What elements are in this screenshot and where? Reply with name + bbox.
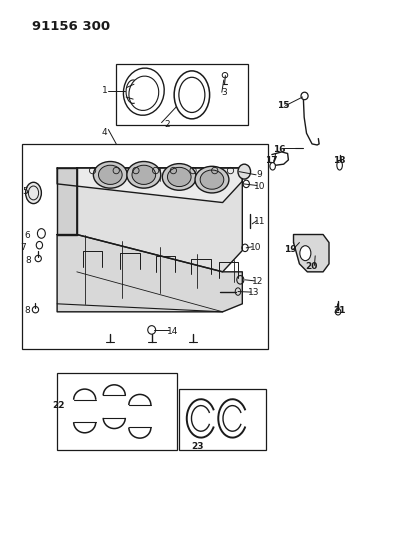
Text: 8: 8 [26, 256, 31, 264]
Text: 17: 17 [265, 157, 277, 165]
Text: 20: 20 [305, 262, 318, 271]
Text: 23: 23 [191, 442, 204, 451]
Text: 7: 7 [20, 244, 26, 252]
Text: 19: 19 [284, 245, 297, 254]
Text: 6: 6 [24, 231, 30, 240]
Polygon shape [294, 235, 329, 272]
Text: 9: 9 [256, 171, 262, 179]
Polygon shape [57, 168, 77, 235]
Ellipse shape [98, 165, 122, 184]
Text: 22: 22 [52, 401, 65, 409]
Ellipse shape [238, 164, 251, 179]
Text: 5: 5 [23, 188, 28, 196]
Text: 1: 1 [102, 86, 107, 95]
Bar [179, 389, 266, 450]
Polygon shape [57, 168, 242, 203]
Polygon shape [57, 235, 242, 312]
Ellipse shape [93, 161, 127, 188]
Ellipse shape [270, 163, 275, 170]
Text: 4: 4 [102, 128, 107, 136]
Ellipse shape [127, 161, 161, 188]
Text: 16: 16 [273, 145, 286, 154]
Text: 91156 300: 91156 300 [32, 20, 110, 33]
Bar [22, 144, 268, 349]
Ellipse shape [195, 166, 229, 193]
Ellipse shape [162, 164, 196, 190]
Text: 14: 14 [167, 327, 178, 336]
Ellipse shape [300, 246, 311, 261]
Ellipse shape [337, 160, 342, 170]
Text: 10: 10 [249, 243, 261, 252]
Ellipse shape [132, 165, 156, 184]
Ellipse shape [301, 92, 308, 100]
Text: 8: 8 [24, 306, 30, 314]
Ellipse shape [200, 170, 224, 189]
Polygon shape [77, 168, 242, 272]
Text: 13: 13 [248, 288, 260, 296]
Text: 21: 21 [333, 306, 346, 314]
Bar [57, 373, 177, 450]
Ellipse shape [167, 167, 191, 187]
Text: 2: 2 [165, 120, 170, 128]
Text: 10: 10 [254, 182, 266, 191]
Text: 18: 18 [333, 157, 346, 165]
Text: 15: 15 [277, 101, 289, 110]
Ellipse shape [26, 182, 41, 204]
Text: 3: 3 [221, 88, 227, 96]
Text: 11: 11 [254, 217, 266, 225]
Bar [116, 64, 248, 125]
Text: 12: 12 [253, 277, 264, 286]
